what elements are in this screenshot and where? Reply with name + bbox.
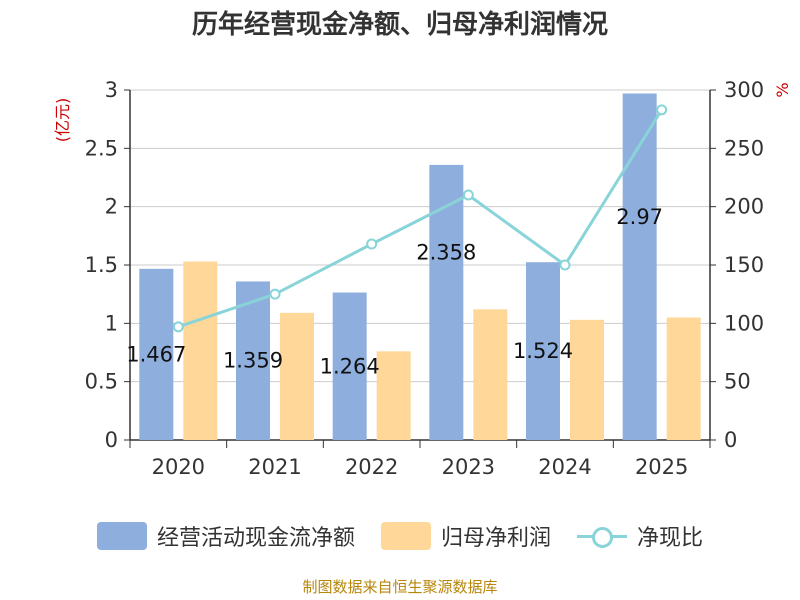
left-tick-label: 3 (105, 78, 118, 102)
legend-swatch-bar1 (96, 522, 147, 550)
left-tick-label: 0 (105, 428, 118, 452)
legend-label-cash-ratio: 净现比 (637, 526, 704, 551)
x-tick-label: 2020 (152, 455, 205, 479)
legend-item-net-profit[interactable]: 归母净利润 (380, 520, 551, 552)
left-tick-label: 2 (105, 195, 118, 219)
x-tick-label: 2021 (248, 455, 301, 479)
legend: 经营活动现金流净额 归母净利润 净现比 (0, 516, 800, 556)
data-label-operating-cash-flow: 1.359 (223, 349, 283, 373)
bar-net-profit (376, 351, 411, 440)
right-tick-label: 250 (724, 136, 764, 160)
right-axis-title: % (773, 82, 792, 97)
line-point-cash-ratio (462, 189, 474, 201)
x-tick-label: 2022 (345, 455, 398, 479)
source-footer: 制图数据来自恒生聚源数据库 (302, 578, 498, 596)
line-cash-ratio (177, 109, 663, 329)
data-label-operating-cash-flow: 2.358 (416, 240, 476, 264)
legend-item-cash-ratio[interactable]: 净现比 (577, 520, 703, 552)
x-tick-label: 2023 (442, 455, 495, 479)
left-tick-label: 1.5 (85, 253, 118, 277)
right-tick-label: 200 (724, 195, 764, 219)
data-label-operating-cash-flow: 2.97 (616, 205, 663, 229)
line-point-cash-ratio (172, 321, 184, 333)
right-tick-label: 100 (724, 311, 764, 335)
legend-swatch-bar2 (380, 522, 431, 550)
line-point-cash-ratio (366, 238, 378, 250)
chart-title: 历年经营现金净额、归母净利润情况 (191, 10, 608, 40)
bar-net-profit (570, 319, 604, 440)
bar-net-profit (280, 312, 314, 440)
right-tick-label: 150 (724, 253, 764, 277)
line-point-cash-ratio (269, 288, 281, 300)
left-tick-label: 1 (105, 311, 118, 335)
bar-operating-cash-flow (236, 281, 270, 440)
data-label-operating-cash-flow: 1.524 (513, 339, 573, 363)
x-tick-label: 2024 (538, 455, 591, 479)
legend-label-operating-cash-flow: 经营活动现金流净额 (156, 526, 355, 551)
legend-label-net-profit: 归母净利润 (440, 526, 551, 551)
data-label-operating-cash-flow: 1.467 (126, 342, 186, 366)
x-tick-label: 2025 (635, 455, 688, 479)
bar-operating-cash-flow (332, 292, 367, 440)
right-tick-label: 300 (724, 78, 764, 102)
bar-operating-cash-flow (526, 262, 560, 440)
legend-swatch-line (577, 522, 627, 550)
line-point-cash-ratio (559, 259, 571, 271)
line-point-cash-ratio (656, 104, 668, 116)
left-tick-label: 0.5 (85, 370, 118, 394)
bar-operating-cash-flow (139, 268, 174, 440)
right-tick-label: 50 (724, 370, 751, 394)
legend-item-operating-cash-flow[interactable]: 经营活动现金流净额 (96, 520, 355, 552)
left-axis-title: (亿元) (53, 98, 72, 143)
bar-operating-cash-flow (622, 93, 657, 440)
left-tick-label: 2.5 (85, 136, 118, 160)
data-label-operating-cash-flow: 1.264 (320, 354, 380, 378)
bar-net-profit (183, 261, 218, 440)
bar-net-profit (473, 309, 508, 440)
right-tick-label: 0 (724, 428, 737, 452)
bar-net-profit (666, 317, 701, 440)
